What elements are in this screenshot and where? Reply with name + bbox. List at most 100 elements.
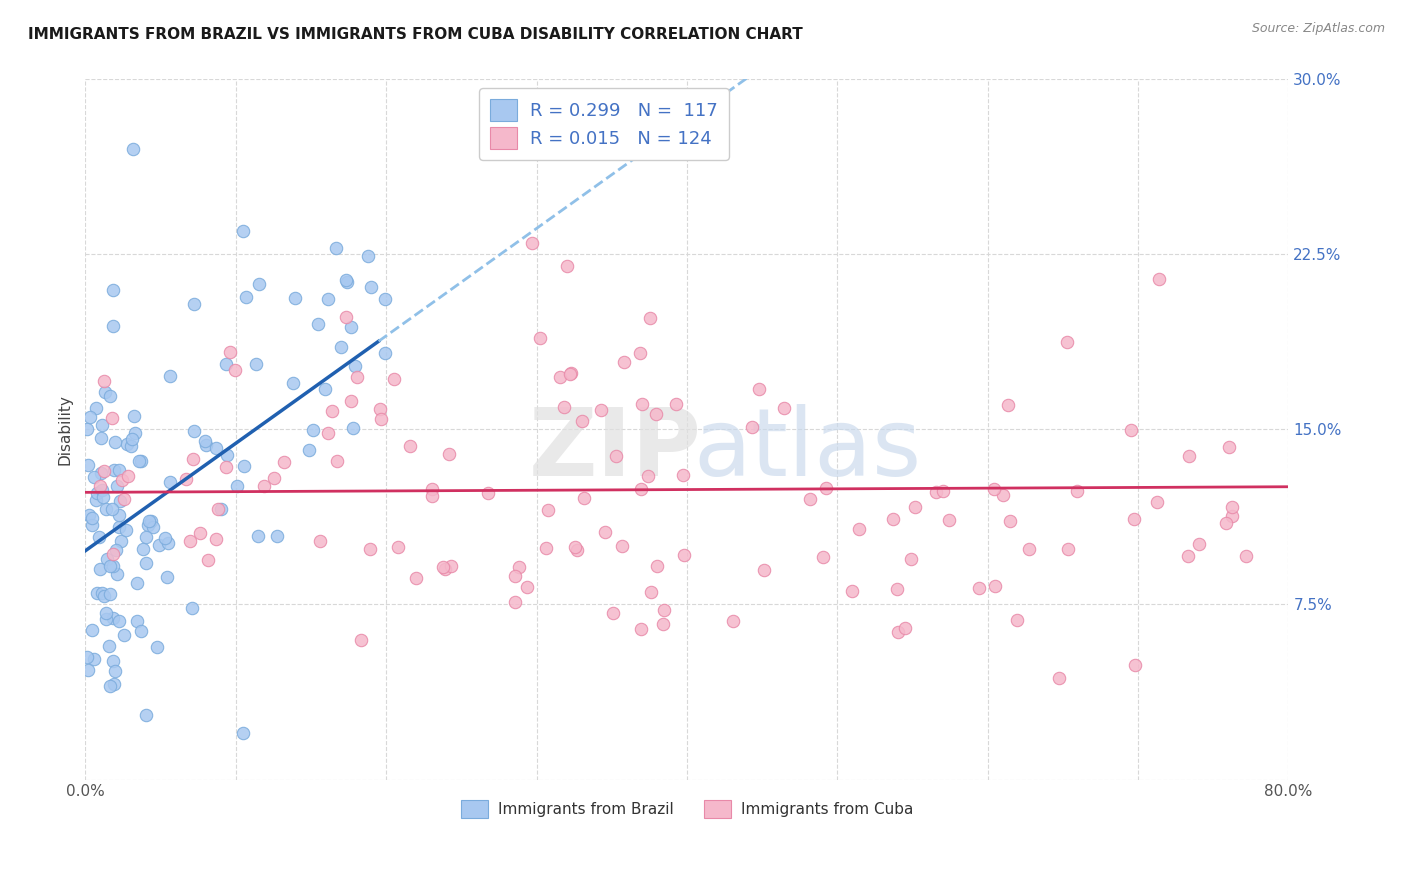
Point	[1178, 449, 1201, 463]
Point	[309, 533, 332, 548]
Point	[335, 273, 357, 287]
Point	[218, 345, 240, 359]
Point	[638, 310, 661, 325]
Point	[434, 562, 457, 576]
Point	[340, 394, 363, 409]
Point	[263, 471, 285, 485]
Point	[505, 595, 527, 609]
Point	[886, 582, 908, 596]
Point	[882, 512, 904, 526]
Point	[350, 632, 373, 647]
Point	[129, 454, 152, 468]
Point	[605, 450, 627, 464]
Point	[117, 469, 139, 483]
Point	[181, 452, 204, 467]
Point	[103, 677, 125, 691]
Point	[101, 501, 124, 516]
Point	[84, 401, 107, 415]
Point	[748, 382, 770, 396]
Point	[984, 578, 1007, 592]
Point	[110, 494, 132, 508]
Point	[98, 389, 121, 403]
Point	[233, 458, 256, 473]
Point	[398, 439, 420, 453]
Point	[197, 553, 219, 567]
Point	[148, 538, 170, 552]
Point	[1234, 549, 1257, 563]
Point	[190, 526, 212, 541]
Point	[477, 486, 499, 500]
Point	[247, 277, 270, 291]
Point	[94, 385, 117, 400]
Text: ZIP: ZIP	[529, 404, 702, 496]
Point	[125, 576, 148, 591]
Point	[440, 559, 463, 574]
Point	[89, 531, 111, 545]
Point	[437, 447, 460, 461]
Point	[124, 425, 146, 440]
Point	[637, 468, 659, 483]
Point	[420, 483, 443, 497]
Point	[174, 472, 197, 486]
Point	[103, 318, 125, 333]
Point	[672, 468, 695, 483]
Point	[665, 397, 688, 411]
Point	[887, 625, 910, 640]
Point	[98, 587, 121, 601]
Point	[516, 580, 538, 594]
Point	[405, 571, 427, 585]
Point	[135, 708, 157, 723]
Point	[565, 543, 588, 558]
Point	[1220, 508, 1243, 523]
Point	[195, 438, 218, 452]
Point	[80, 624, 103, 638]
Point	[108, 614, 131, 628]
Point	[141, 514, 163, 528]
Point	[91, 490, 114, 504]
Point	[77, 663, 100, 677]
Point	[841, 584, 863, 599]
Point	[330, 340, 353, 354]
Point	[1177, 549, 1199, 563]
Point	[602, 606, 624, 620]
Point	[83, 470, 105, 484]
Point	[217, 448, 239, 462]
Text: Source: ZipAtlas.com: Source: ZipAtlas.com	[1251, 22, 1385, 36]
Point	[91, 417, 114, 432]
Point	[91, 586, 114, 600]
Point	[235, 290, 257, 304]
Point	[815, 481, 838, 495]
Point	[645, 407, 668, 421]
Point	[101, 611, 124, 625]
Point	[98, 679, 121, 693]
Point	[721, 614, 744, 628]
Point	[370, 411, 392, 425]
Point	[673, 548, 696, 562]
Point	[613, 355, 636, 369]
Point	[360, 280, 382, 294]
Point	[335, 310, 357, 324]
Point	[904, 500, 927, 515]
Point	[96, 551, 118, 566]
Point	[374, 293, 396, 307]
Point	[1125, 657, 1147, 672]
Point	[752, 563, 775, 577]
Point	[593, 524, 616, 539]
Point	[572, 491, 595, 506]
Point	[811, 549, 834, 564]
Point	[1215, 516, 1237, 531]
Point	[135, 556, 157, 570]
Point	[120, 438, 142, 452]
Point	[894, 621, 917, 635]
Point	[993, 488, 1015, 502]
Point	[1000, 514, 1022, 528]
Point	[969, 582, 991, 596]
Point	[112, 627, 135, 641]
Point	[142, 520, 165, 534]
Point	[76, 650, 98, 665]
Point	[86, 585, 108, 599]
Point	[93, 464, 115, 478]
Point	[224, 363, 246, 377]
Point	[84, 492, 107, 507]
Point	[630, 482, 652, 496]
